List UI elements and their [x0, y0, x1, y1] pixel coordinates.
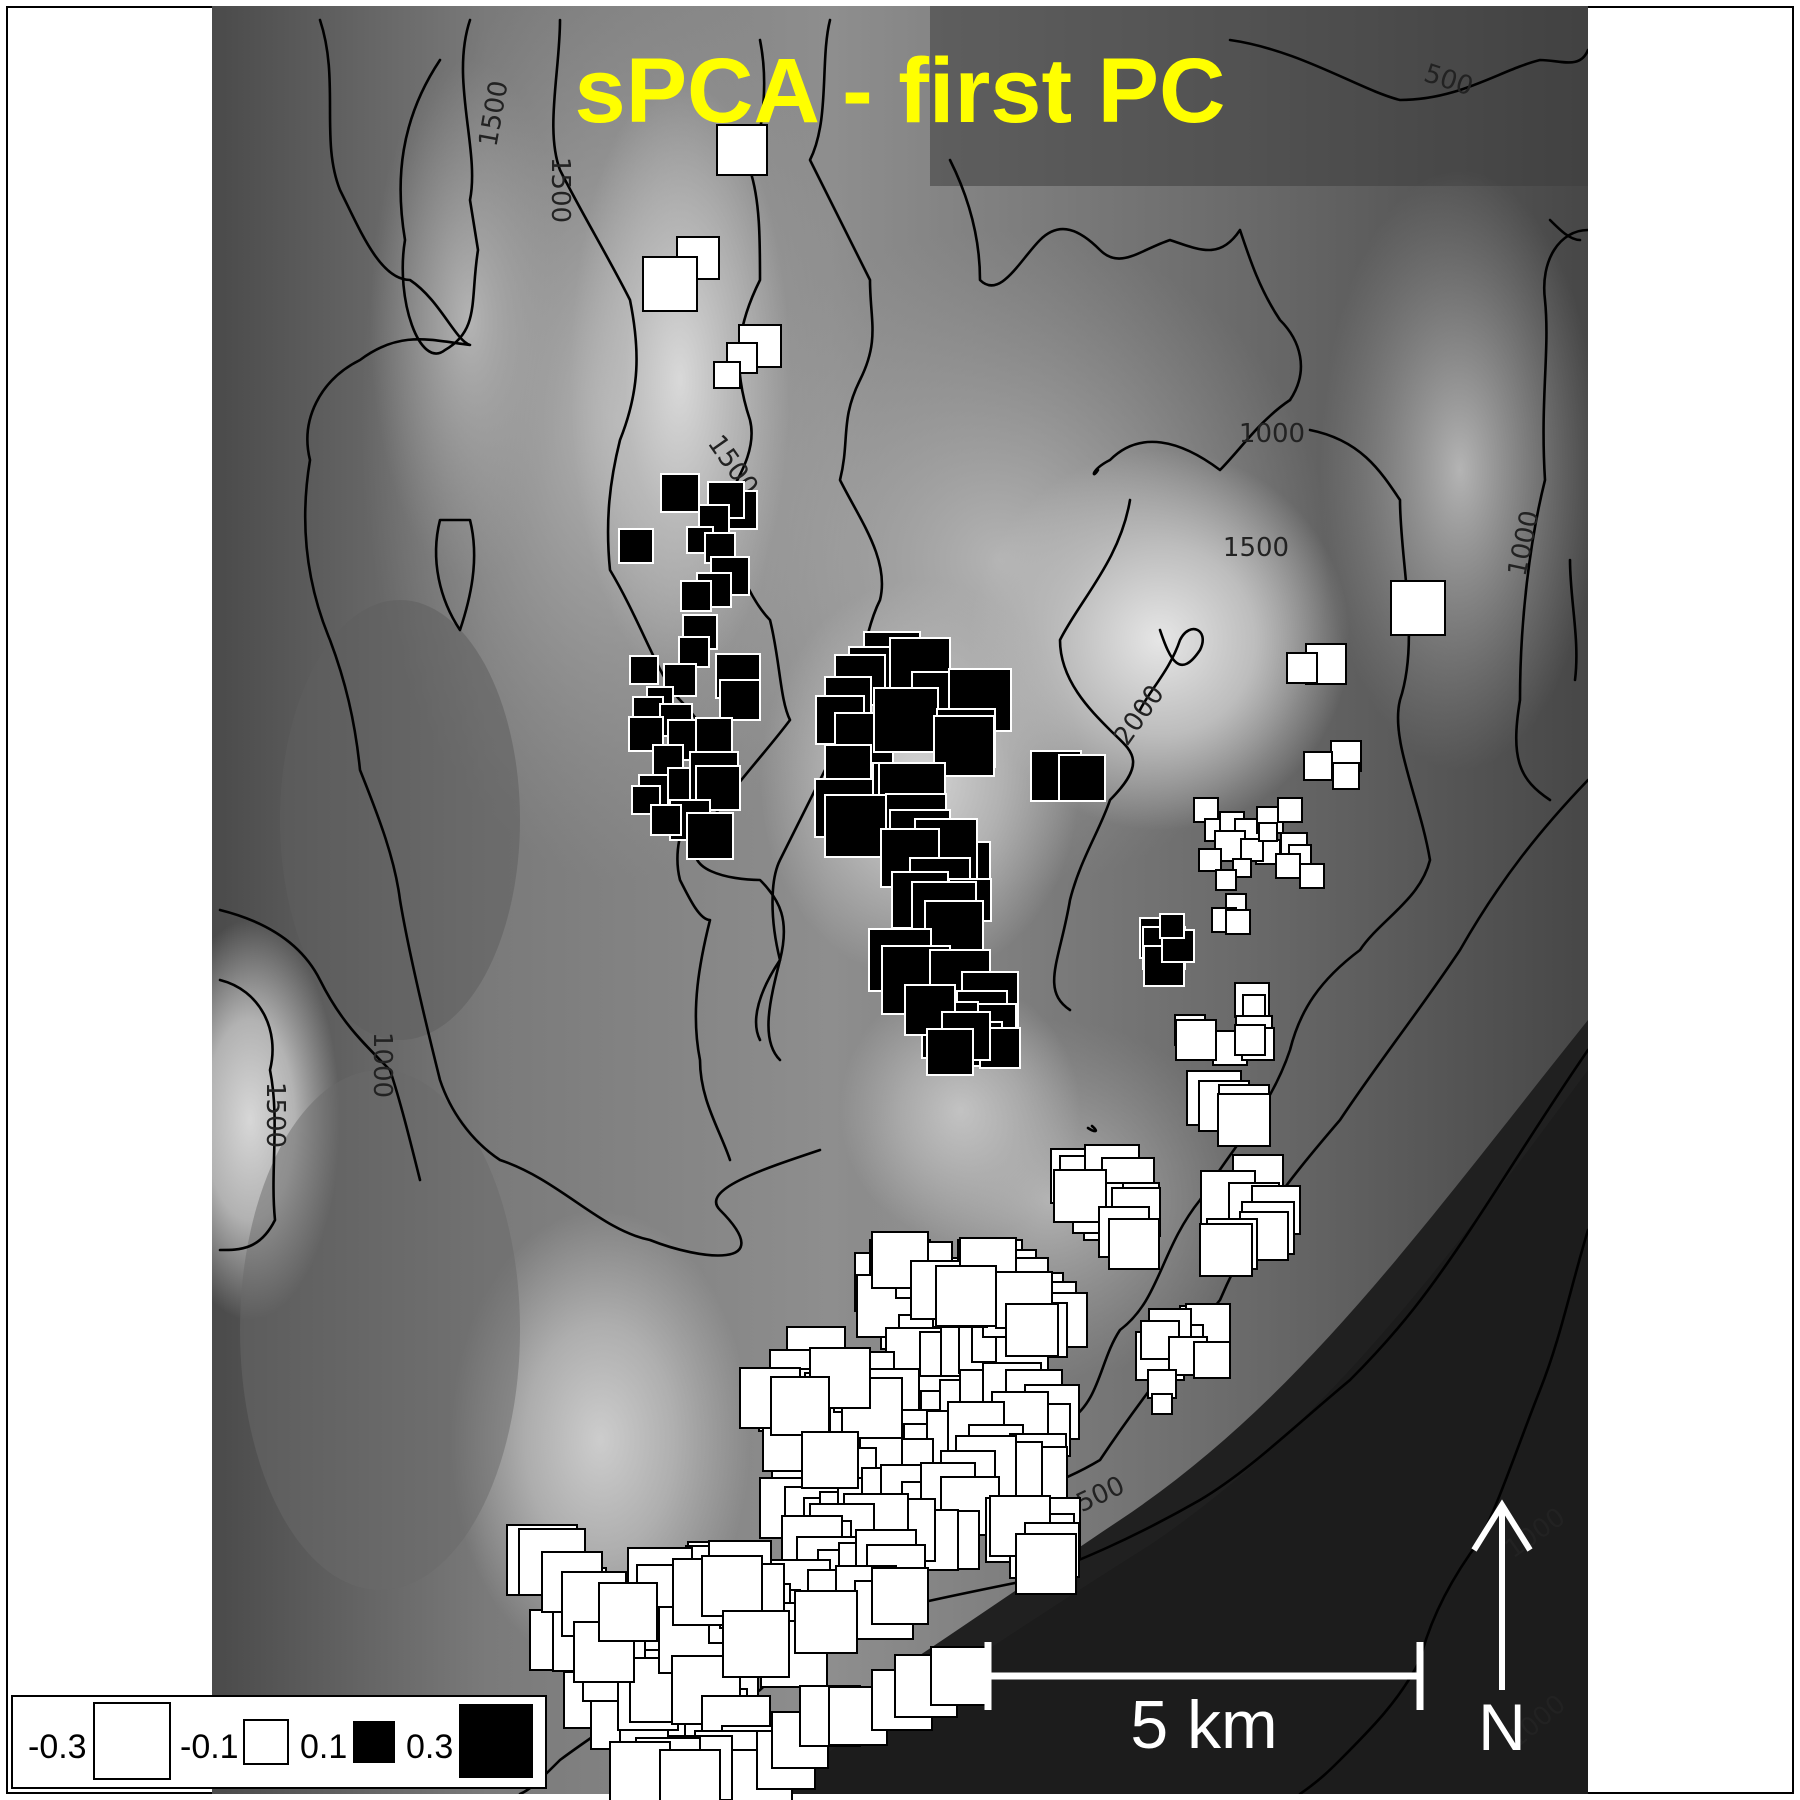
- score-square-negative: [801, 1431, 859, 1489]
- score-square-negative: [1258, 822, 1278, 842]
- score-square-negative: [716, 124, 768, 176]
- north-arrow-label: N: [1478, 1690, 1526, 1764]
- score-square-negative: [1303, 751, 1333, 781]
- map-title: sPCA - first PC: [575, 40, 1226, 142]
- score-square-negative: [1108, 1218, 1160, 1270]
- score-square-positive: [933, 715, 995, 777]
- score-square-positive: [1159, 913, 1185, 939]
- score-square-negative: [1275, 853, 1301, 879]
- north-arrow: N: [1471, 1499, 1533, 1764]
- score-square-negative: [701, 1555, 763, 1617]
- scale-bar: 5 km: [984, 1642, 1424, 1763]
- score-square-negative: [935, 1265, 997, 1327]
- contour-label: 1000: [1239, 419, 1305, 449]
- score-square-negative: [770, 1376, 830, 1436]
- score-square-negative: [1234, 1024, 1266, 1056]
- score-square-positive: [686, 812, 734, 860]
- legend-square-pos-small: [351, 1719, 397, 1765]
- score-square-positive: [660, 473, 700, 513]
- legend: -0.3 -0.1 0.1 0.3: [11, 1695, 547, 1789]
- score-square-negative: [1332, 762, 1360, 790]
- legend-square-neg-small: [243, 1719, 289, 1765]
- score-square-negative: [1198, 848, 1222, 872]
- scale-bar-label: 5 km: [1130, 1687, 1277, 1763]
- score-square-negative: [930, 1646, 990, 1706]
- score-square-positive: [629, 655, 659, 685]
- score-square-negative: [1005, 1303, 1059, 1357]
- score-square-negative: [1217, 1093, 1271, 1147]
- score-square-negative: [722, 1610, 790, 1678]
- contour-label: 1500: [545, 157, 575, 223]
- score-square-positive: [824, 794, 888, 858]
- score-square-positive: [1058, 754, 1106, 802]
- score-square-negative: [1215, 869, 1237, 891]
- score-square-negative: [598, 1582, 658, 1642]
- contour-label: 1000: [367, 1032, 397, 1098]
- score-square-positive: [695, 717, 733, 755]
- score-square-positive: [650, 804, 682, 836]
- score-square-positive: [618, 528, 654, 564]
- score-square-positive: [873, 687, 939, 753]
- score-square-positive: [719, 679, 761, 721]
- legend-label: 0.3: [406, 1728, 453, 1766]
- score-square-negative: [1053, 1169, 1107, 1223]
- spca-score-squares: [506, 124, 1446, 1800]
- score-square-negative: [1286, 652, 1318, 684]
- score-square-negative: [1225, 909, 1251, 935]
- score-square-negative: [1151, 1393, 1173, 1415]
- legend-square-neg-large: [93, 1702, 171, 1780]
- score-square-negative: [1277, 797, 1303, 823]
- score-square-negative: [1299, 863, 1325, 889]
- score-square-positive: [926, 1028, 974, 1076]
- score-square-negative: [1199, 1223, 1253, 1277]
- elevation-raster: [212, 6, 1588, 1794]
- legend-label: -0.1: [180, 1728, 239, 1766]
- score-square-negative: [642, 256, 698, 312]
- contour-label: 1500: [1223, 533, 1289, 563]
- score-square-positive: [678, 636, 710, 668]
- legend-square-pos-large: [457, 1702, 535, 1780]
- score-square-negative: [794, 1590, 858, 1654]
- score-square-negative: [713, 361, 741, 389]
- score-square-negative: [1232, 858, 1252, 878]
- score-square-negative: [1390, 580, 1446, 636]
- legend-label: -0.3: [28, 1728, 87, 1766]
- legend-label: 0.1: [300, 1728, 347, 1766]
- score-square-negative: [1193, 1341, 1231, 1379]
- contour-label: 1500: [260, 1082, 290, 1148]
- score-square-negative: [1240, 838, 1264, 862]
- score-square-negative: [1242, 994, 1266, 1018]
- score-square-negative: [659, 1749, 721, 1800]
- score-square-negative: [1175, 1019, 1217, 1061]
- score-square-negative: [871, 1567, 929, 1625]
- score-square-negative: [1015, 1533, 1077, 1595]
- score-square-positive: [680, 580, 712, 612]
